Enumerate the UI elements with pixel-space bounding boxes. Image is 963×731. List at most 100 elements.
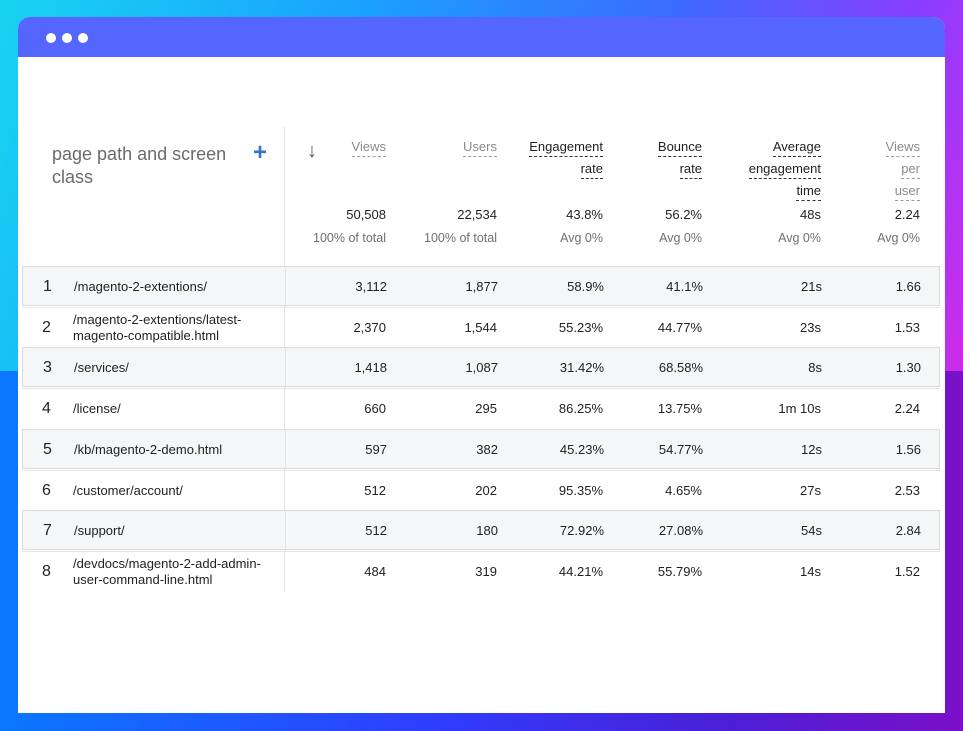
cell-avg-engagement-time: 27s xyxy=(800,482,821,498)
row-index: 1 xyxy=(43,278,52,295)
cell-views-per-user: 1.66 xyxy=(895,279,921,294)
column-header-text: user xyxy=(894,183,920,201)
cell-bounce-rate: 54.77% xyxy=(658,441,703,457)
cell-views-per-user: 2.24 xyxy=(894,401,920,417)
cell-users: 319 xyxy=(475,563,497,579)
row-page-path-text: /devdocs/magento-2-add-admin-user-comman… xyxy=(73,555,261,587)
table-row[interactable]: 4/license/660 295 86.25% 13.75% 1m 10s 2.24 xyxy=(22,388,940,430)
row-page-path[interactable]: /devdocs/magento-2-add-admin-user-comman… xyxy=(73,552,278,592)
column-total-subtext: Avg 0% xyxy=(877,231,920,245)
row-divider xyxy=(284,551,285,592)
cell-users: 1,087 xyxy=(465,360,498,376)
row-index: 6 xyxy=(42,481,51,499)
window-dot-icon xyxy=(46,33,56,43)
row-index: 5 xyxy=(43,440,52,458)
cell-engagement-rate: 45.23% xyxy=(559,441,604,457)
column-header-text: time xyxy=(796,183,821,201)
row-page-path-text: /magento-2-extentions/latest-magento-com… xyxy=(73,311,242,343)
column-total: 56.2% xyxy=(665,207,702,222)
cell-bounce-rate: 4.65% xyxy=(665,482,702,498)
table-row[interactable]: 8/devdocs/magento-2-add-admin-user-comma… xyxy=(22,550,940,592)
column-total: 22,534 xyxy=(457,207,497,222)
row-page-path-text: /support/ xyxy=(74,523,125,539)
column-total: 2.24 xyxy=(894,207,920,222)
cell-engagement-rate: 72.92% xyxy=(559,523,604,539)
cell-users: 1,877 xyxy=(465,279,498,294)
cell-views-per-user: 1.53 xyxy=(894,319,920,335)
cell-users: 1,544 xyxy=(464,319,497,335)
column-header-views-per-user[interactable]: Views per user xyxy=(820,137,920,203)
cell-views-per-user: 1.56 xyxy=(895,441,921,457)
cell-bounce-rate: 44.77% xyxy=(657,319,702,335)
cell-avg-engagement-time: 8s xyxy=(808,360,822,376)
row-page-path[interactable]: /magento-2-extentions/ xyxy=(74,267,279,307)
row-divider xyxy=(285,429,286,470)
column-header-text: engagement xyxy=(748,161,821,179)
cell-engagement-rate: 44.21% xyxy=(558,563,603,579)
row-index: 8 xyxy=(42,562,51,580)
row-page-path[interactable]: /license/ xyxy=(73,389,278,429)
cell-views: 3,112 xyxy=(355,279,387,294)
cell-views-per-user: 1.30 xyxy=(895,360,921,376)
row-page-path-text: /license/ xyxy=(73,401,121,417)
column-total: 50,508 xyxy=(346,207,386,222)
column-header-users[interactable]: Users xyxy=(397,137,497,159)
column-header-text: Views xyxy=(885,139,920,157)
column-total-subtext: 100% of total xyxy=(313,231,386,245)
column-total: 48s xyxy=(800,207,821,222)
row-divider xyxy=(285,348,286,389)
row-page-path-text: /customer/account/ xyxy=(73,482,183,498)
cell-avg-engagement-time: 21s xyxy=(801,279,822,294)
column-header-engagement-rate[interactable]: Engagement rate xyxy=(503,137,603,181)
table-row[interactable]: 7/support/512 180 72.92% 27.08% 54s 2.84 xyxy=(22,510,940,552)
window-dot-icon xyxy=(62,33,72,43)
cell-users: 180 xyxy=(476,523,498,539)
table-row[interactable]: 2/magento-2-extentions/latest-magento-co… xyxy=(22,306,940,348)
cell-users: 202 xyxy=(475,482,497,498)
cell-engagement-rate: 31.42% xyxy=(559,360,604,376)
cell-avg-engagement-time: 23s xyxy=(800,319,821,335)
cell-bounce-rate: 27.08% xyxy=(658,523,703,539)
row-page-path[interactable]: /magento-2-extentions/latest-magento-com… xyxy=(73,308,278,348)
row-page-path-text: /services/ xyxy=(74,360,129,376)
row-divider xyxy=(284,470,285,511)
cell-avg-engagement-time: 12s xyxy=(801,441,822,457)
cell-views: 484 xyxy=(364,563,386,579)
column-header-text: rate xyxy=(679,161,702,179)
row-index: 2 xyxy=(42,318,51,336)
column-header-text: per xyxy=(901,161,920,179)
row-divider xyxy=(284,307,285,348)
column-header-avg-engagement-time[interactable]: Average engagement time xyxy=(721,137,821,203)
table-row[interactable]: 1/magento-2-extentions/3,112 1,877 58.9% 41… xyxy=(22,266,940,307)
cell-bounce-rate: 13.75% xyxy=(657,401,702,417)
cell-bounce-rate: 55.79% xyxy=(657,563,702,579)
column-header-text: Engagement xyxy=(529,139,603,157)
row-index: 4 xyxy=(42,400,51,418)
cell-engagement-rate: 58.9% xyxy=(567,279,604,294)
row-divider xyxy=(285,267,286,307)
cell-views: 660 xyxy=(364,401,386,417)
row-page-path[interactable]: /services/ xyxy=(74,348,279,388)
column-header-bounce-rate[interactable]: Bounce rate xyxy=(602,137,702,181)
column-total-subtext: Avg 0% xyxy=(659,231,702,245)
column-header-views[interactable]: Views xyxy=(286,137,386,159)
column-header-text: Bounce xyxy=(657,139,702,157)
cell-users: 382 xyxy=(476,441,498,457)
row-page-path[interactable]: /support/ xyxy=(74,511,279,551)
row-page-path[interactable]: /customer/account/ xyxy=(73,471,278,511)
table-row[interactable]: 5/kb/magento-2-demo.html 597 382 45.23% 54.7… xyxy=(22,428,940,470)
table-row[interactable]: 3/services/1,418 1,087 31.42% 68.58% 8s 1.30 xyxy=(22,347,940,389)
cell-views-per-user: 1.52 xyxy=(894,563,920,579)
table-row[interactable]: 6/customer/account/512 202 95.35% 4.65% 27s 2… xyxy=(22,469,940,511)
column-header-text: Views xyxy=(351,139,386,157)
row-page-path[interactable]: /kb/magento-2-demo.html xyxy=(74,430,279,470)
cell-views: 1,418 xyxy=(354,360,387,376)
cell-avg-engagement-time: 54s xyxy=(801,523,822,539)
sort-descending-arrow-icon[interactable]: ↓ xyxy=(307,140,317,162)
cell-engagement-rate: 55.23% xyxy=(558,319,603,335)
dimension-header[interactable]: page path and screen class xyxy=(52,144,227,187)
cell-users: 295 xyxy=(475,401,497,417)
cell-views: 512 xyxy=(365,523,387,539)
column-header-text: rate xyxy=(580,161,603,179)
add-dimension-plus-icon[interactable]: + xyxy=(253,139,268,166)
